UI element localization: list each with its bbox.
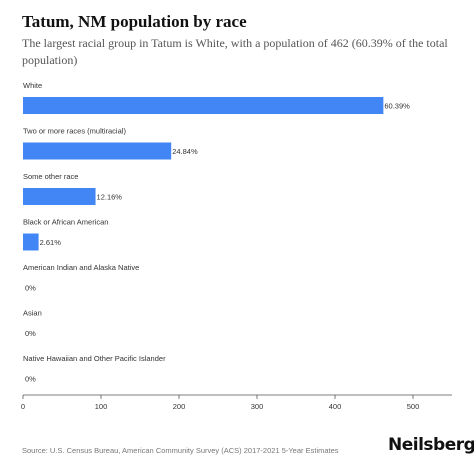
bar (23, 97, 384, 114)
bar (23, 233, 39, 251)
bar (23, 142, 172, 160)
x-tick-label: 500 (407, 402, 420, 411)
x-tick-label: 300 (251, 402, 264, 411)
value-label: 60.39% (384, 102, 410, 111)
chart-subtitle: The largest racial group in Tatum is Whi… (22, 36, 448, 67)
category-label: Some other race (23, 172, 78, 181)
x-tick-label: 100 (95, 402, 108, 411)
x-tick-label: 400 (329, 402, 342, 411)
source-note: Source: U.S. Census Bureau, American Com… (22, 446, 339, 455)
category-label: Native Hawaiian and Other Pacific Island… (23, 354, 166, 363)
value-label: 24.84% (172, 147, 198, 156)
value-label: 0% (25, 329, 36, 338)
x-tick-label: 0 (21, 402, 25, 411)
category-label: Two or more races (multiracial) (23, 127, 126, 136)
category-label: Asian (23, 309, 42, 318)
value-label: 0% (25, 375, 36, 384)
value-label: 0% (25, 284, 36, 293)
value-label: 12.16% (97, 193, 123, 202)
category-label: Black or African American (23, 218, 108, 227)
value-label: 2.61% (40, 238, 62, 247)
bar-chart: White 60.39% Two or more races (multiracia… (21, 81, 452, 411)
x-tick-label: 200 (173, 402, 186, 411)
brand-logo: Neilsberg (388, 435, 474, 455)
chart-title: Tatum, NM population by race (22, 12, 247, 31)
bar (23, 188, 96, 205)
category-label: American Indian and Alaska Native (23, 263, 139, 272)
category-label: White (23, 81, 42, 90)
